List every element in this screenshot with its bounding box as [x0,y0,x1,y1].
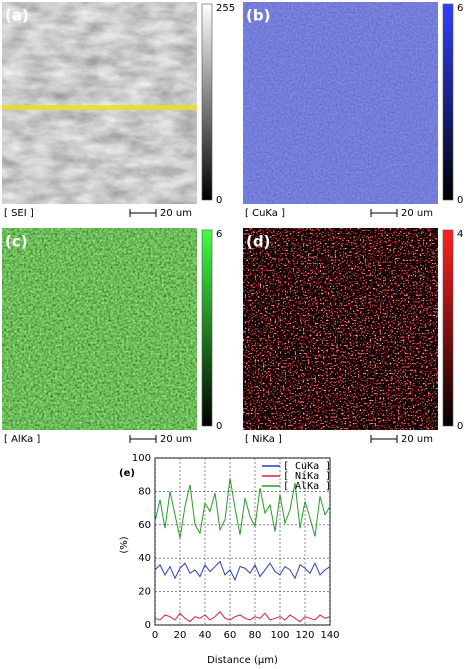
legend-label: [ NiKa ] [283,471,331,482]
colorbar-min: 0 [216,195,222,206]
plot-area [154,457,331,626]
x-tick-label: 40 [199,630,212,641]
x-tick-label: 0 [152,630,158,641]
colorbar-min: 0 [457,195,463,206]
line-scan-path [2,105,197,110]
map-image [2,228,197,430]
colorbar-max: 6 [457,3,463,14]
x-tick-label: 140 [320,630,339,641]
legend-label: [ CuKa ] [283,461,331,472]
colorbar-min: 0 [216,421,222,432]
y-tick-label: 0 [145,620,151,631]
element-label: [ NiKa ] [245,434,282,445]
element-label: [ SEI ] [4,208,34,219]
y-tick-label: 100 [132,453,151,464]
scale-label: 20 um [401,208,433,219]
scale-bar [129,435,157,443]
x-tick-label: 100 [270,630,289,641]
y-tick-label: 40 [138,553,151,564]
element-label: [ CuKa ] [245,208,285,219]
panel-label: (d) [246,233,270,251]
colorbar-min: 0 [457,421,463,432]
colorbar [442,229,454,427]
colorbar-max: 6 [216,229,222,240]
series-line [154,560,331,582]
x-tick-label: 120 [295,630,314,641]
scale-label: 20 um [401,434,433,445]
map-image [243,228,438,430]
series-line [154,610,331,623]
colorbar [442,3,454,201]
map-image [2,2,197,204]
y-tick-label: 60 [138,520,151,531]
panel-label: (a) [5,7,29,25]
colorbar-max: 255 [216,3,235,14]
series-line [154,477,331,539]
x-tick-label: 60 [224,630,237,641]
x-tick-label: 80 [249,630,262,641]
map-image [243,2,438,204]
x-tick-label: 20 [174,630,187,641]
x-axis-label: Distance (µm) [207,655,278,666]
colorbar [201,229,213,427]
scale-bar [370,209,398,217]
element-label: [ AlKa ] [4,434,40,445]
colorbar [201,3,213,201]
panel-label: (c) [5,233,28,251]
colorbar-max: 4 [457,229,463,240]
scale-bar [129,209,157,217]
y-axis-label: (%) [119,536,130,553]
y-tick-label: 80 [138,486,151,497]
panel-label: (e) [119,468,135,479]
panel-label: (b) [246,7,270,25]
scale-bar [370,435,398,443]
legend-label: [ AlKa ] [283,481,331,492]
y-tick-label: 20 [138,587,151,598]
scale-label: 20 um [160,208,192,219]
scale-label: 20 um [160,434,192,445]
